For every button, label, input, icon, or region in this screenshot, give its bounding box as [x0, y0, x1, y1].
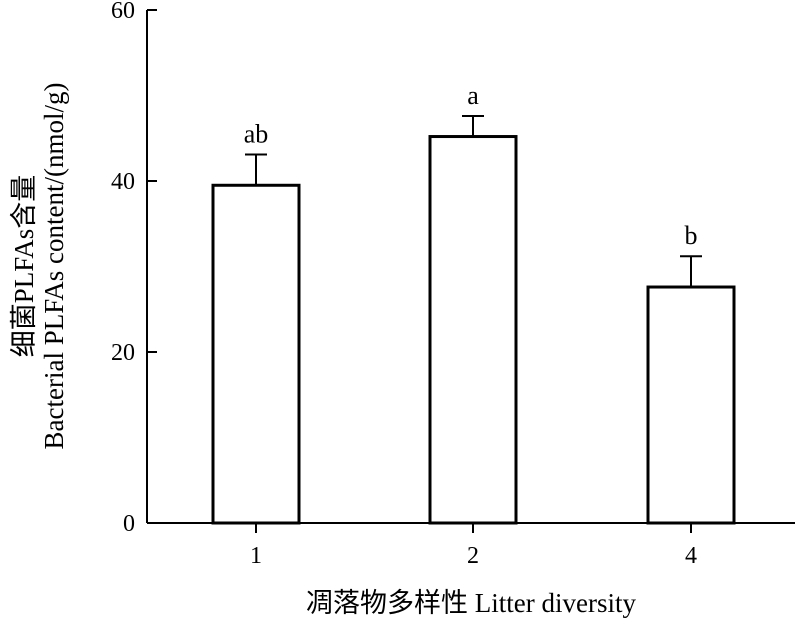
x-tick-label: 1: [250, 543, 262, 569]
x-tick-label: 2: [467, 543, 479, 569]
y-tick-label: 60: [111, 0, 135, 24]
y-axis-title-en: Bacterial PLFAs content/(nmol/g): [39, 83, 69, 450]
significance-label: b: [685, 221, 698, 250]
y-axis-title-zh: 细菌PLFAs含量: [9, 175, 39, 358]
y-tick-label: 40: [111, 169, 135, 195]
x-axis-title: 凋落物多样性 Litter diversity: [306, 588, 636, 618]
bar: [646, 285, 736, 525]
y-ticks: 0 20 40 60: [111, 0, 157, 537]
x-tick-label: 4: [685, 543, 697, 569]
significance-label: a: [467, 81, 479, 110]
bar: [428, 135, 518, 525]
bar: [211, 183, 301, 525]
significance-label: ab: [244, 119, 269, 148]
x-ticks: 1 2 4: [250, 523, 697, 569]
y-tick-label: 20: [111, 340, 135, 366]
y-tick-label: 0: [123, 511, 135, 537]
